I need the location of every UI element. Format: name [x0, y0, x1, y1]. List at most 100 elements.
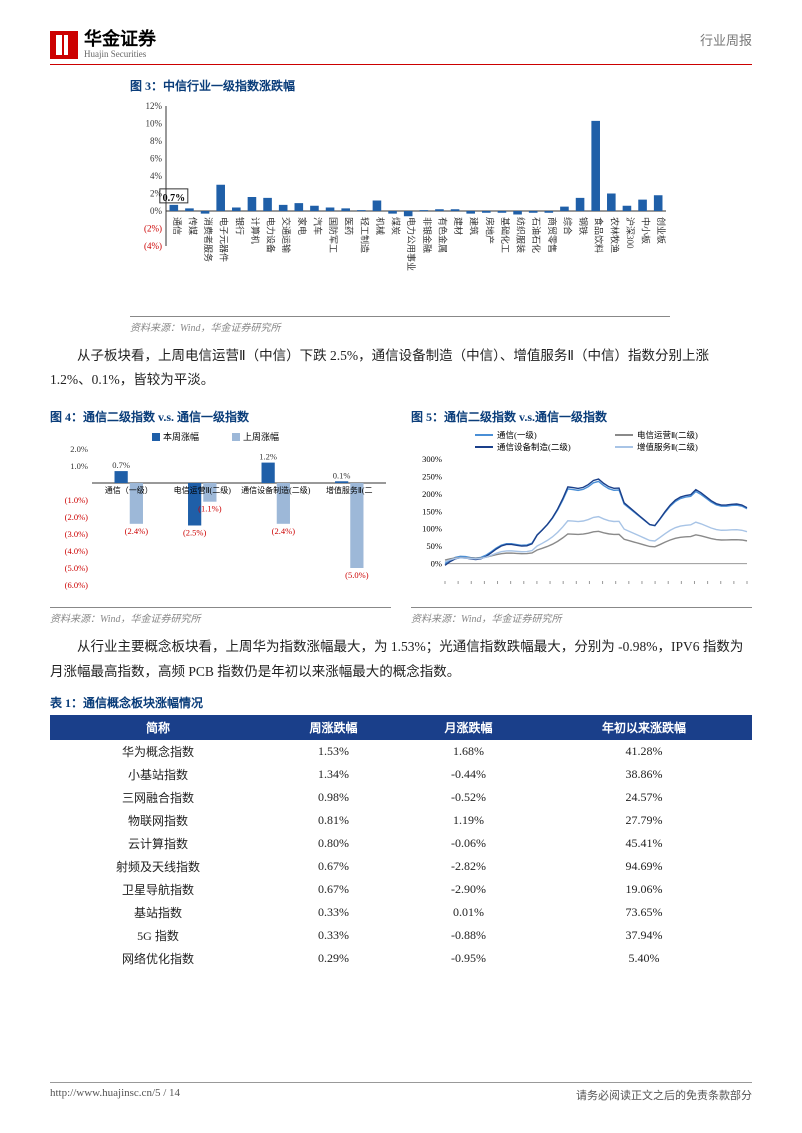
svg-text:食品饮料: 食品饮料 — [594, 217, 605, 253]
table-col: 年初以来涨跌幅 — [536, 715, 752, 740]
table1-title: 表 1：通信概念板块涨幅情况 — [50, 694, 752, 711]
table-col: 周涨跌幅 — [266, 715, 401, 740]
logo-cn: 华金证券 — [84, 30, 156, 50]
svg-text:(2.4%): (2.4%) — [272, 526, 296, 536]
svg-text:0.1%: 0.1% — [333, 471, 351, 481]
svg-text:国防军工: 国防军工 — [328, 217, 339, 253]
table-col: 月涨跌幅 — [401, 715, 536, 740]
svg-text:基础化工: 基础化工 — [500, 217, 511, 253]
table-col: 简称 — [50, 715, 266, 740]
fig3-chart: (4%) (2%) 0% 2% 4% 6% 8% 10% 12% 通信 0.7% 传媒消费者服务电子元… — [130, 98, 670, 308]
svg-text:交通运输: 交通运输 — [281, 217, 292, 253]
fig5-source: 资料来源：Wind，华金证券研究所 — [411, 607, 752, 625]
svg-text:(1.1%): (1.1%) — [198, 504, 222, 514]
table-row: 云计算指数0.80%-0.06%45.41% — [50, 832, 752, 855]
fig4-chart: 本周涨幅上周涨幅(6.0%)(5.0%)(4.0%)(3.0%)(2.0%)(1… — [50, 429, 390, 599]
svg-text:(1.0%): (1.0%) — [65, 495, 89, 505]
svg-text:医药: 医药 — [344, 217, 354, 235]
svg-text:商贸零售: 商贸零售 — [547, 217, 558, 253]
svg-text:石油石化: 石油石化 — [531, 217, 542, 253]
svg-text:通信设备制造(二级): 通信设备制造(二级) — [497, 442, 571, 452]
svg-text:消费者服务: 消费者服务 — [203, 217, 214, 262]
footer-right: 请务必阅读正文之后的免责条款部分 — [576, 1087, 752, 1103]
svg-text:(2.4%): (2.4%) — [125, 526, 149, 536]
svg-text:增值服务Ⅱ(二: 增值服务Ⅱ(二 — [326, 485, 373, 495]
svg-text:(4%): (4%) — [144, 241, 162, 251]
svg-text:150%: 150% — [422, 507, 442, 517]
table-row: 网络优化指数0.29%-0.95%5.40% — [50, 947, 752, 970]
svg-text:(5.0%): (5.0%) — [345, 570, 369, 580]
header-right: 行业周报 — [700, 30, 752, 49]
svg-text:10%: 10% — [146, 118, 163, 128]
svg-text:轻工制造: 轻工制造 — [359, 217, 370, 253]
svg-text:0%: 0% — [431, 559, 442, 569]
svg-text:建筑: 建筑 — [469, 217, 480, 235]
svg-text:0.7%: 0.7% — [163, 193, 186, 204]
svg-text:建材: 建材 — [453, 217, 464, 235]
svg-text:(2%): (2%) — [144, 223, 162, 233]
svg-text:上周涨幅: 上周涨幅 — [243, 431, 279, 442]
svg-text:本周涨幅: 本周涨幅 — [163, 431, 199, 442]
table-row: 5G 指数0.33%-0.88%37.94% — [50, 924, 752, 947]
svg-text:300%: 300% — [422, 454, 442, 464]
svg-text:电子元器件: 电子元器件 — [219, 217, 230, 262]
svg-text:(3.0%): (3.0%) — [65, 529, 89, 539]
logo: 华金证券 Huajin Securities — [50, 30, 156, 60]
svg-text:8%: 8% — [150, 136, 163, 146]
fig5-title: 图 5：通信二级指数 v.s.通信一级指数 — [411, 408, 752, 425]
paragraph-1: 从子板块看，上周电信运营Ⅱ（中信）下跌 2.5%，通信设备制造（中信）、增值服务… — [50, 344, 752, 393]
svg-text:2%: 2% — [150, 188, 163, 198]
logo-mark-icon — [50, 31, 78, 59]
paragraph-2: 从行业主要概念板块看，上周华为指数涨幅最大，为 1.53%；光通信指数跌幅最大，… — [50, 635, 752, 684]
svg-text:银行: 银行 — [234, 217, 245, 235]
svg-text:煤炭: 煤炭 — [391, 217, 402, 235]
footer-left: http://www.huajinsc.cn/5 / 14 — [50, 1087, 180, 1103]
svg-text:沪深300: 沪深300 — [625, 217, 636, 249]
table-row: 卫星导航指数0.67%-2.90%19.06% — [50, 878, 752, 901]
svg-text:创业板: 创业板 — [656, 217, 667, 244]
svg-text:(2.5%): (2.5%) — [183, 528, 207, 538]
svg-text:通信设备制造(二级): 通信设备制造(二级) — [241, 485, 311, 495]
svg-text:200%: 200% — [422, 489, 442, 499]
svg-text:计算机: 计算机 — [250, 217, 261, 244]
fig5-chart: 通信(一级)电信运营Ⅱ(二级)通信设备制造(二级)增值服务Ⅱ(二级)0%50%1… — [411, 429, 751, 599]
svg-text:(4.0%): (4.0%) — [65, 546, 89, 556]
table-row: 射频及天线指数0.67%-2.82%94.69% — [50, 855, 752, 878]
footer: http://www.huajinsc.cn/5 / 14 请务必阅读正文之后的… — [50, 1082, 752, 1103]
svg-text:中小板: 中小板 — [641, 217, 652, 244]
svg-text:电力设备: 电力设备 — [266, 217, 277, 253]
svg-text:通信: 通信 — [172, 217, 183, 235]
svg-text:1.0%: 1.0% — [70, 461, 88, 471]
svg-text:1.2%: 1.2% — [259, 452, 277, 462]
svg-text:2.0%: 2.0% — [70, 444, 88, 454]
svg-text:0%: 0% — [150, 206, 163, 216]
table-row: 小基站指数1.34%-0.44%38.86% — [50, 763, 752, 786]
svg-text:机械: 机械 — [375, 217, 386, 235]
fig4-title: 图 4：通信二级指数 v.s. 通信一级指数 — [50, 408, 391, 425]
svg-text:农林牧渔: 农林牧渔 — [609, 217, 620, 253]
svg-text:电信运营Ⅱ(二级): 电信运营Ⅱ(二级) — [174, 485, 232, 495]
page-header: 华金证券 Huajin Securities 行业周报 — [50, 30, 752, 65]
fig4-source: 资料来源：Wind，华金证券研究所 — [50, 607, 391, 625]
logo-en: Huajin Securities — [84, 50, 156, 60]
table-row: 基站指数0.33%0.01%73.65% — [50, 901, 752, 924]
svg-text:纺织服装: 纺织服装 — [516, 217, 527, 253]
table-row: 华为概念指数1.53%1.68%41.28% — [50, 740, 752, 763]
svg-text:钢铁: 钢铁 — [578, 217, 589, 235]
svg-text:综合: 综合 — [562, 217, 573, 235]
table1: 简称周涨跌幅月涨跌幅年初以来涨跌幅 华为概念指数1.53%1.68%41.28%… — [50, 715, 752, 970]
fig3-title: 图 3：中信行业一级指数涨跌幅 — [130, 77, 670, 94]
svg-text:4%: 4% — [150, 171, 163, 181]
svg-text:(5.0%): (5.0%) — [65, 563, 89, 573]
svg-text:增值服务Ⅱ(二级): 增值服务Ⅱ(二级) — [637, 442, 698, 452]
svg-text:电信运营Ⅱ(二级): 电信运营Ⅱ(二级) — [637, 430, 698, 440]
svg-text:(2.0%): (2.0%) — [65, 512, 89, 522]
svg-text:传媒: 传媒 — [187, 217, 198, 235]
fig3-source: 资料来源：Wind，华金证券研究所 — [130, 316, 670, 334]
table-row: 物联网指数0.81%1.19%27.79% — [50, 809, 752, 832]
svg-text:12%: 12% — [146, 101, 163, 111]
table-row: 三网融合指数0.98%-0.52%24.57% — [50, 786, 752, 809]
svg-text:50%: 50% — [426, 541, 442, 551]
svg-text:6%: 6% — [150, 153, 163, 163]
svg-text:250%: 250% — [422, 472, 442, 482]
